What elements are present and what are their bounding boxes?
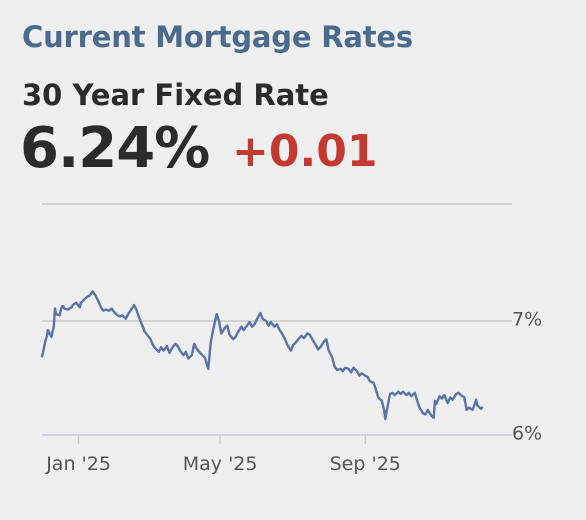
current-rate-value: 6.24% <box>20 116 210 181</box>
gridlines <box>42 320 512 436</box>
x-axis <box>77 435 367 444</box>
series-layer <box>40 290 484 421</box>
x-tick-label: Sep '25 <box>330 453 401 475</box>
tick-labels: 7% 6% Jan '25 May '25 Sep '25 <box>45 309 542 476</box>
x-tick-label: Jan '25 <box>45 453 111 475</box>
page-title: Current Mortgage Rates <box>22 20 413 54</box>
y-tick-label: 6% <box>512 423 542 445</box>
rate-type-label: 30 Year Fixed Rate <box>22 78 329 112</box>
x-tick-label: May '25 <box>183 453 258 475</box>
y-tick-label: 7% <box>512 309 542 331</box>
series-line-0 <box>40 290 484 421</box>
rate-change-value: +0.01 <box>232 126 378 177</box>
